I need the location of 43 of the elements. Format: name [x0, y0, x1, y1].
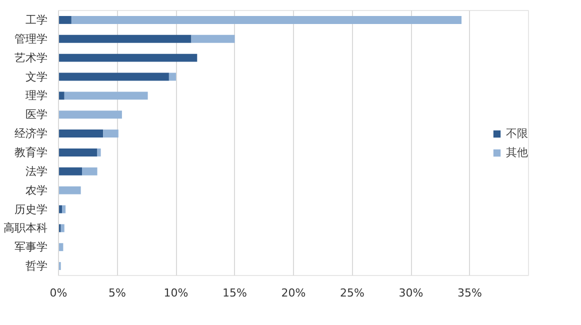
bar — [191, 34, 235, 43]
bar — [58, 92, 64, 100]
legend-label: 不限 — [506, 126, 528, 140]
x-tick-label: 5% — [108, 286, 126, 300]
y-tick-label: 文学 — [26, 70, 48, 84]
y-tick-label: 军事学 — [14, 240, 48, 254]
bar — [58, 34, 192, 43]
bar — [97, 148, 101, 156]
x-tick-label: 10% — [164, 286, 188, 300]
x-tick-label: 0% — [50, 286, 68, 300]
x-tick-label: 30% — [398, 286, 424, 300]
legend-label: 其他 — [506, 144, 528, 160]
bar — [58, 72, 169, 81]
bar — [168, 72, 176, 81]
x-tick-label: 15% — [222, 286, 247, 300]
bar — [71, 16, 462, 24]
y-tick-label: 工学 — [26, 13, 48, 26]
bar — [58, 148, 98, 156]
x-tick-label: 35% — [458, 286, 482, 300]
y-tick-label: 经济学 — [14, 127, 48, 140]
y-tick-label: 农学 — [26, 184, 48, 197]
y-tick-label: 哲学 — [26, 260, 48, 273]
bar — [62, 205, 66, 214]
bar — [58, 186, 81, 194]
y-tick-label: 法学 — [26, 164, 48, 178]
x-tick-label: 25% — [340, 286, 364, 300]
bar — [103, 130, 118, 138]
y-tick-label: 教育学 — [14, 146, 48, 159]
y-tick-label: 医学 — [26, 108, 48, 122]
y-tick-label: 理学 — [26, 89, 48, 102]
bar — [60, 224, 64, 232]
bar — [58, 110, 122, 119]
bar — [58, 54, 198, 62]
y-tick-label: 历史学 — [14, 202, 48, 216]
y-tick-label: 艺术学 — [14, 51, 48, 64]
bar — [64, 92, 148, 100]
bar — [58, 167, 82, 176]
bar — [58, 130, 104, 138]
bar — [82, 167, 98, 176]
bar — [58, 16, 72, 24]
y-tick-label: 高职本科 — [4, 222, 48, 235]
x-tick-label: 20% — [281, 286, 306, 300]
y-tick-label: 管理学 — [14, 32, 48, 46]
